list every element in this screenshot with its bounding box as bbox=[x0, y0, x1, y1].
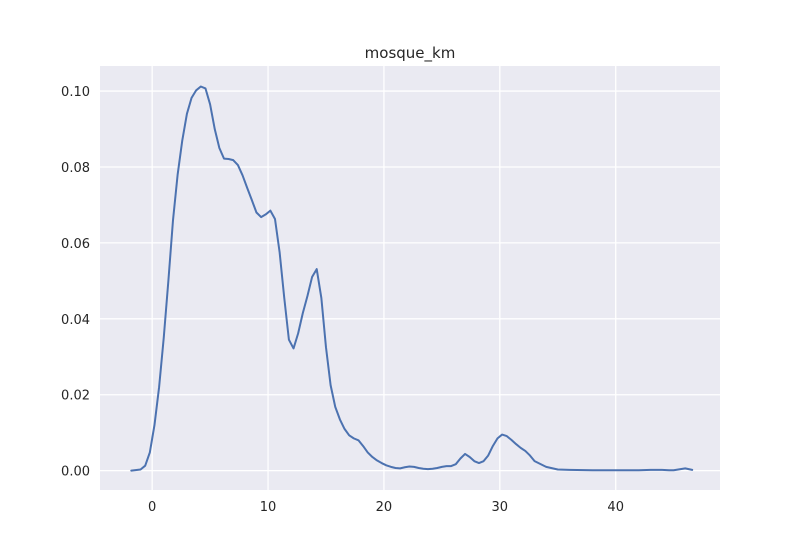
density-line bbox=[130, 85, 694, 472]
x-tick-label: 0 bbox=[148, 500, 156, 515]
plot-background bbox=[100, 66, 720, 490]
x-tick-label: 10 bbox=[260, 500, 277, 515]
chart-title: mosque_km bbox=[365, 44, 456, 63]
y-tick-label: 0.08 bbox=[61, 161, 90, 176]
x-tick-label: 20 bbox=[376, 500, 393, 515]
x-tick-label: 40 bbox=[607, 500, 624, 515]
x-tick-label: 30 bbox=[492, 500, 509, 515]
series-layer bbox=[130, 85, 694, 472]
tick-layer: 0 10 20 30 40 0.00 0.02 0.04 0.06 0.08 0.10 bbox=[61, 85, 624, 515]
y-tick-label: 0.02 bbox=[61, 389, 90, 404]
y-tick-label: 0.10 bbox=[61, 85, 90, 100]
y-tick-label: 0.06 bbox=[61, 237, 90, 252]
y-tick-label: 0.04 bbox=[61, 313, 90, 328]
y-tick-label: 0.00 bbox=[61, 465, 90, 480]
grid-layer bbox=[100, 66, 720, 490]
